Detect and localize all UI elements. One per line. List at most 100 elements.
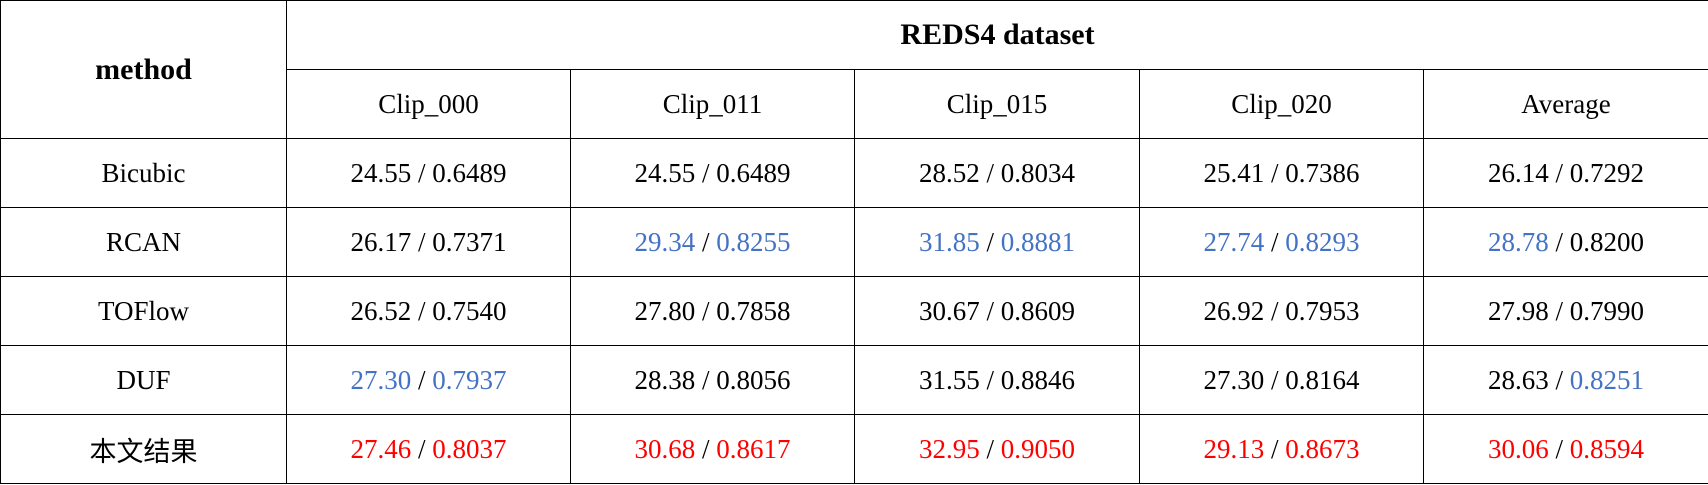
table-header: method REDS4 dataset Clip_000 Clip_011 Cli… xyxy=(0,0,1708,139)
psnr-value: 26.14 xyxy=(1488,157,1549,188)
ssim-value: 0.8673 xyxy=(1285,433,1360,464)
method-cell: TOFlow xyxy=(0,276,287,346)
psnr-value: 29.34 xyxy=(634,226,696,257)
metric-cell: 28.78 / 0.8200 xyxy=(1422,207,1708,277)
psnr-value: 30.06 xyxy=(1488,433,1549,464)
ssim-value: 0.6489 xyxy=(432,157,507,188)
method-cell: RCAN xyxy=(0,207,287,277)
value-separator: / xyxy=(979,226,1001,257)
metric-cell: 28.63 / 0.8251 xyxy=(1422,345,1708,415)
psnr-value: 27.98 xyxy=(1488,295,1549,326)
value-separator: / xyxy=(411,433,433,464)
psnr-value: 31.85 xyxy=(918,226,980,257)
ssim-value: 0.7292 xyxy=(1569,157,1645,188)
value-separator: / xyxy=(979,157,1001,188)
method-cell: Bicubic xyxy=(0,138,287,208)
value-separator: / xyxy=(695,226,717,257)
ssim-value: 0.7953 xyxy=(1285,295,1360,326)
ssim-value: 0.8164 xyxy=(1285,364,1360,395)
metric-cell: 28.52 / 0.8034 xyxy=(854,138,1140,208)
table-body: Bicubic 24.55 / 0.6489 24.55 / 0.6489 28.52… xyxy=(0,138,1708,484)
value-separator: / xyxy=(1264,157,1286,188)
ssim-value: 0.8617 xyxy=(716,433,791,464)
psnr-value: 27.80 xyxy=(634,295,696,326)
metric-cell: 24.55 / 0.6489 xyxy=(286,138,571,208)
ssim-value: 0.8594 xyxy=(1569,433,1645,464)
psnr-value: 28.78 xyxy=(1488,226,1549,257)
psnr-value: 27.74 xyxy=(1203,226,1265,257)
metric-cell: 29.13 / 0.8673 xyxy=(1139,414,1424,484)
metric-cell: 28.38 / 0.8056 xyxy=(570,345,855,415)
metric-cell: 31.55 / 0.8846 xyxy=(854,345,1140,415)
ssim-value: 0.7371 xyxy=(432,226,507,257)
ssim-value: 0.8255 xyxy=(716,226,791,257)
table-row: TOFlow 26.52 / 0.7540 27.80 / 0.7858 30.67 … xyxy=(0,276,1708,346)
metric-cell: 27.80 / 0.7858 xyxy=(570,276,855,346)
column-header: Clip_000 xyxy=(286,69,571,139)
value-separator: / xyxy=(695,433,717,464)
value-separator: / xyxy=(979,364,1001,395)
metric-cell: 26.14 / 0.7292 xyxy=(1422,138,1708,208)
ssim-value: 0.7990 xyxy=(1569,295,1645,326)
metric-cell: 29.34 / 0.8255 xyxy=(570,207,855,277)
psnr-value: 24.55 xyxy=(634,157,696,188)
psnr-value: 28.52 xyxy=(918,157,980,188)
metric-cell: 25.41 / 0.7386 xyxy=(1139,138,1424,208)
ssim-value: 0.8609 xyxy=(1000,295,1075,326)
ssim-value: 0.7386 xyxy=(1285,157,1360,188)
ssim-value: 0.7937 xyxy=(432,364,507,395)
value-separator: / xyxy=(411,295,433,326)
metric-cell: 26.17 / 0.7371 xyxy=(286,207,571,277)
metric-cell: 26.92 / 0.7953 xyxy=(1139,276,1424,346)
ssim-value: 0.8293 xyxy=(1285,226,1360,257)
value-separator: / xyxy=(1264,226,1286,257)
ssim-value: 0.8881 xyxy=(1000,226,1075,257)
value-separator: / xyxy=(1548,157,1570,188)
table-row: RCAN 26.17 / 0.7371 29.34 / 0.8255 31.85 / … xyxy=(0,207,1708,277)
ssim-value: 0.7540 xyxy=(432,295,507,326)
psnr-value: 30.67 xyxy=(918,295,980,326)
column-header: Average xyxy=(1422,69,1708,139)
value-separator: / xyxy=(695,295,717,326)
ssim-value: 0.8034 xyxy=(1000,157,1075,188)
column-header: Clip_015 xyxy=(854,69,1140,139)
psnr-value: 32.95 xyxy=(918,433,980,464)
value-separator: / xyxy=(1548,433,1570,464)
table-row: Bicubic 24.55 / 0.6489 24.55 / 0.6489 28.52… xyxy=(0,138,1708,208)
metric-cell: 27.46 / 0.8037 xyxy=(286,414,571,484)
metric-cell: 24.55 / 0.6489 xyxy=(570,138,855,208)
metric-cell: 32.95 / 0.9050 xyxy=(854,414,1140,484)
psnr-value: 31.55 xyxy=(918,364,980,395)
psnr-value: 28.63 xyxy=(1488,364,1549,395)
psnr-value: 26.92 xyxy=(1203,295,1265,326)
metric-cell: 27.30 / 0.8164 xyxy=(1139,345,1424,415)
value-separator: / xyxy=(695,364,717,395)
metric-cell: 27.98 / 0.7990 xyxy=(1422,276,1708,346)
psnr-value: 28.38 xyxy=(634,364,696,395)
value-separator: / xyxy=(979,433,1001,464)
value-separator: / xyxy=(1548,295,1570,326)
psnr-value: 26.17 xyxy=(350,226,412,257)
psnr-value: 24.55 xyxy=(350,157,412,188)
metric-cell: 27.30 / 0.7937 xyxy=(286,345,571,415)
ssim-value: 0.6489 xyxy=(716,157,791,188)
method-header: method xyxy=(0,0,287,139)
value-separator: / xyxy=(411,226,433,257)
table-row: 本文结果 27.46 / 0.8037 30.68 / 0.8617 32.95 / … xyxy=(0,414,1708,484)
ssim-value: 0.8251 xyxy=(1569,364,1645,395)
ssim-value: 0.8200 xyxy=(1569,226,1645,257)
method-cell: 本文结果 xyxy=(0,414,287,484)
metric-cell: 27.74 / 0.8293 xyxy=(1139,207,1424,277)
value-separator: / xyxy=(979,295,1001,326)
psnr-value: 27.30 xyxy=(350,364,412,395)
value-separator: / xyxy=(1548,226,1570,257)
metric-cell: 30.06 / 0.8594 xyxy=(1422,414,1708,484)
value-separator: / xyxy=(1264,295,1286,326)
table-row: DUF 27.30 / 0.7937 28.38 / 0.8056 31.55 / 0… xyxy=(0,345,1708,415)
value-separator: / xyxy=(1548,364,1570,395)
ssim-value: 0.8846 xyxy=(1000,364,1075,395)
value-separator: / xyxy=(695,157,717,188)
ssim-value: 0.7858 xyxy=(716,295,791,326)
metric-cell: 30.68 / 0.8617 xyxy=(570,414,855,484)
